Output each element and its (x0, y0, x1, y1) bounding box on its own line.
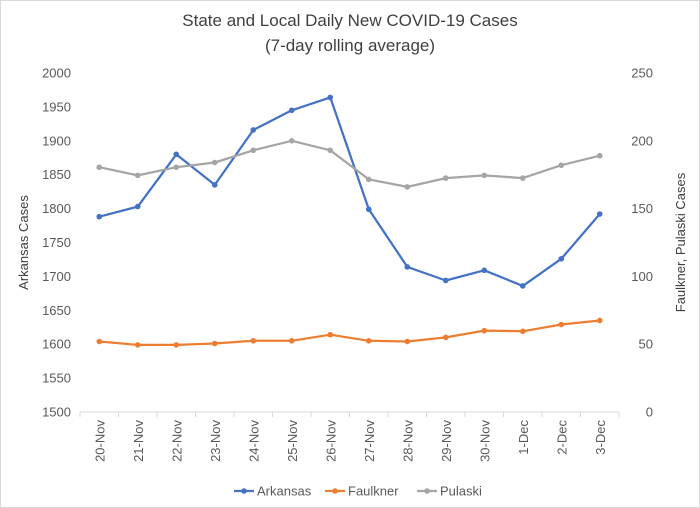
data-point-arkansas (519, 283, 526, 289)
y-left-tick-label: 1850 (42, 167, 71, 182)
data-point-pulaski (96, 164, 103, 171)
x-tick-label: 25-Nov (285, 420, 300, 462)
data-point-pulaski (558, 162, 565, 169)
data-point-pulaski (442, 175, 449, 181)
data-point-arkansas (211, 182, 218, 188)
legend-label: Pulaski (440, 484, 482, 499)
x-tick-label: 26-Nov (323, 420, 338, 462)
x-tick-label: 1-Dec (516, 420, 531, 455)
series-arkansas (96, 94, 603, 289)
y-left-tick-label: 1800 (42, 201, 71, 216)
y-right-axis-title: Faulkner, Pulaski Cases (673, 172, 688, 312)
data-point-arkansas (134, 203, 141, 210)
y-left-tick-label: 1550 (42, 371, 71, 386)
x-tick-label: 23-Nov (208, 420, 223, 462)
data-point-arkansas (404, 264, 411, 270)
data-point-pulaski (288, 138, 295, 144)
data-point-faulkner (211, 340, 218, 347)
legend-item-arkansas: Arkansas (234, 484, 312, 499)
y-right-tick-label: 0 (646, 405, 653, 420)
data-point-arkansas (96, 213, 103, 220)
data-point-faulkner (288, 338, 295, 344)
y-left-tick-label: 2000 (42, 66, 71, 81)
data-point-pulaski (481, 172, 488, 179)
legend-dot-marker (332, 488, 338, 494)
legend-label: Arkansas (257, 484, 312, 499)
y-left-tick-label: 1950 (42, 99, 71, 114)
y-right-tick-label: 200 (631, 133, 653, 148)
data-point-pulaski (211, 159, 218, 166)
data-point-faulkner (596, 317, 603, 324)
legend-label: Faulkner (348, 484, 399, 499)
legend-dot-marker (241, 488, 247, 494)
legend-item-faulkner: Faulkner (325, 484, 399, 499)
x-tick-label: 24-Nov (246, 420, 261, 462)
data-point-faulkner (134, 342, 141, 348)
data-point-faulkner (481, 327, 488, 334)
data-point-faulkner (96, 338, 103, 345)
legend-dot-marker (424, 488, 430, 494)
x-tick-label: 29-Nov (439, 420, 454, 462)
data-point-arkansas (558, 255, 565, 262)
y-left-axis-title: Arkansas Cases (16, 195, 31, 290)
legend-item-pulaski: Pulaski (417, 484, 482, 499)
y-left-tick-label: 1900 (42, 133, 71, 148)
data-point-arkansas (250, 127, 257, 133)
data-point-arkansas (481, 267, 488, 274)
x-tick-label: 27-Nov (362, 420, 377, 462)
data-point-faulkner (519, 328, 526, 335)
data-point-arkansas (327, 94, 334, 101)
y-left-tick-label: 1650 (42, 303, 71, 318)
data-point-pulaski (173, 164, 180, 171)
x-tick-label: 20-Nov (92, 420, 107, 462)
data-point-faulkner (558, 321, 565, 328)
data-point-pulaski (134, 172, 141, 179)
series-pulaski (96, 138, 603, 190)
data-point-arkansas (173, 151, 180, 158)
x-tick-label: 22-Nov (169, 420, 184, 462)
data-point-pulaski (365, 176, 372, 183)
data-point-faulkner (404, 338, 411, 345)
y-left-tick-label: 1750 (42, 235, 71, 250)
data-point-pulaski (404, 184, 411, 190)
chart-title-line-2: (7-day rolling average) (265, 36, 435, 55)
data-point-faulkner (365, 338, 372, 344)
data-point-faulkner (250, 338, 257, 344)
x-tick-label: 2-Dec (554, 420, 569, 455)
y-right-tick-label: 250 (631, 66, 653, 81)
data-point-arkansas (365, 206, 372, 213)
x-tick-label: 30-Nov (477, 420, 492, 462)
data-point-faulkner (327, 331, 334, 338)
series-line-faulkner (99, 319, 600, 347)
series-line-pulaski (99, 139, 601, 189)
data-point-faulkner (173, 342, 180, 348)
y-right-tick-label: 150 (631, 201, 653, 216)
data-point-arkansas (596, 211, 603, 217)
y-left-tick-label: 1700 (42, 269, 71, 284)
data-point-pulaski (596, 152, 603, 159)
data-point-faulkner (442, 334, 449, 341)
y-right-tick-label: 100 (631, 269, 653, 284)
data-point-arkansas (288, 107, 295, 114)
y-left-tick-label: 1600 (42, 337, 71, 352)
x-tick-label: 21-Nov (131, 420, 146, 462)
data-point-pulaski (327, 147, 334, 154)
data-point-arkansas (442, 277, 449, 284)
data-point-pulaski (519, 175, 526, 181)
data-point-pulaski (250, 147, 257, 154)
chart-title-line-1: State and Local Daily New COVID-19 Cases (182, 11, 517, 30)
series-line-arkansas (99, 96, 601, 288)
series-faulkner (96, 317, 603, 348)
x-tick-label: 28-Nov (400, 420, 415, 462)
x-tick-label: 3-Dec (593, 420, 608, 455)
y-right-tick-label: 50 (639, 337, 653, 352)
y-left-tick-label: 1500 (42, 405, 71, 420)
